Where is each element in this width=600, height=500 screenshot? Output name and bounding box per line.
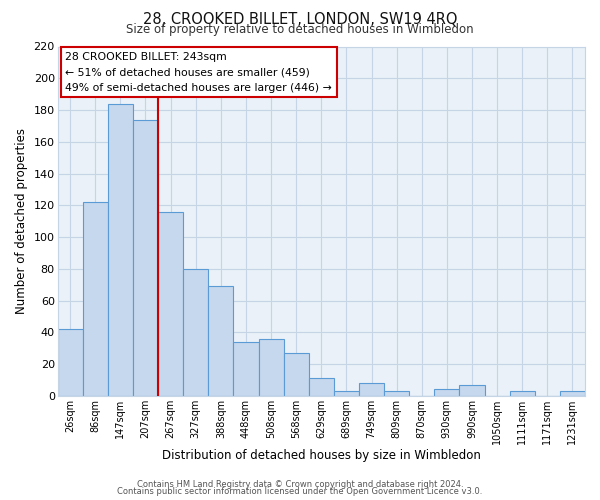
Text: Contains public sector information licensed under the Open Government Licence v3: Contains public sector information licen… [118, 488, 482, 496]
Bar [359, 383, 384, 396]
Bar [158, 212, 183, 396]
Bar [434, 390, 460, 396]
Bar [133, 120, 158, 396]
Bar [108, 104, 133, 396]
Bar [83, 202, 108, 396]
Bar [284, 353, 309, 396]
Bar [183, 269, 208, 396]
Bar [208, 286, 233, 396]
Bar [309, 378, 334, 396]
Text: Contains HM Land Registry data © Crown copyright and database right 2024.: Contains HM Land Registry data © Crown c… [137, 480, 463, 489]
Bar [233, 342, 259, 396]
Bar [259, 338, 284, 396]
Text: 28 CROOKED BILLET: 243sqm
← 51% of detached houses are smaller (459)
49% of semi: 28 CROOKED BILLET: 243sqm ← 51% of detac… [65, 52, 332, 93]
Bar [509, 391, 535, 396]
Text: Size of property relative to detached houses in Wimbledon: Size of property relative to detached ho… [126, 22, 474, 36]
Bar [334, 391, 359, 396]
Bar [560, 391, 585, 396]
Bar [384, 391, 409, 396]
Y-axis label: Number of detached properties: Number of detached properties [15, 128, 28, 314]
Text: 28, CROOKED BILLET, LONDON, SW19 4RQ: 28, CROOKED BILLET, LONDON, SW19 4RQ [143, 12, 457, 28]
Bar [460, 384, 485, 396]
Bar [58, 329, 83, 396]
X-axis label: Distribution of detached houses by size in Wimbledon: Distribution of detached houses by size … [162, 450, 481, 462]
